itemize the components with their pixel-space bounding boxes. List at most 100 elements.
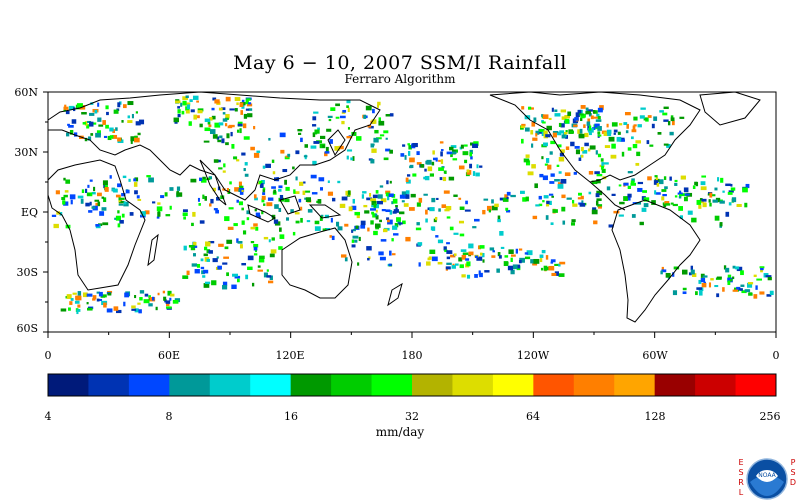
rainfall-pixel (522, 197, 527, 202)
rainfall-pixel (674, 179, 678, 182)
rainfall-pixel (545, 204, 550, 207)
rainfall-pixel (369, 192, 372, 197)
rainfall-pixel (618, 214, 624, 217)
rainfall-pixel (464, 144, 468, 147)
rainfall-pixel (551, 272, 557, 276)
rainfall-pixel (532, 137, 538, 141)
rainfall-pixel (550, 261, 554, 264)
rainfall-pixel (70, 199, 73, 205)
rainfall-pixel (236, 159, 240, 162)
rainfall-pixel (700, 277, 706, 283)
rainfall-pixel (469, 149, 473, 155)
rainfall-pixel (335, 116, 340, 119)
rainfall-pixel (431, 197, 436, 203)
rainfall-pixel (188, 121, 192, 126)
rainfall-pixel (732, 276, 735, 280)
rainfall-pixel (579, 113, 584, 116)
rainfall-pixel (129, 212, 134, 216)
rainfall-pixel (215, 209, 219, 214)
rainfall-pixel (512, 264, 518, 270)
rainfall-pixel (250, 241, 255, 244)
rainfall-pixel (437, 239, 444, 244)
rainfall-pixel (117, 183, 122, 188)
rainfall-pixel (228, 207, 234, 210)
rainfall-pixel (367, 124, 372, 128)
rainfall-pixel (674, 182, 678, 186)
rainfall-pixel (242, 230, 247, 235)
rainfall-pixel (562, 220, 566, 225)
rainfall-pixel (542, 114, 549, 119)
rainfall-pixel (253, 253, 258, 256)
rainfall-pixel (131, 113, 134, 119)
rainfall-pixel (387, 195, 390, 201)
rainfall-pixel (337, 180, 341, 184)
rainfall-pixel (475, 172, 480, 177)
rainfall-pixel (461, 254, 467, 260)
rainfall-pixel (379, 219, 382, 223)
rainfall-pixel (499, 231, 504, 236)
rainfall-pixel (482, 252, 485, 258)
rainfall-pixel (208, 176, 213, 180)
rainfall-pixel (96, 192, 102, 197)
rainfall-pixel (722, 287, 725, 292)
rainfall-pixel (327, 180, 330, 184)
rainfall-pixel (182, 275, 189, 279)
rainfall-pixel (89, 121, 94, 127)
rainfall-pixel (580, 195, 584, 200)
rainfall-pixel (486, 205, 492, 211)
rainfall-pixel (696, 287, 703, 290)
rainfall-pixel (556, 164, 560, 168)
rainfall-pixel (209, 117, 213, 121)
rainfall-pixel (190, 178, 197, 183)
rainfall-pixel (243, 113, 248, 119)
rainfall-pixel (731, 197, 737, 203)
rainfall-pixel (647, 176, 652, 181)
rainfall-pixel (444, 209, 450, 212)
rainfall-pixel (400, 153, 405, 157)
psd-text: PSD (789, 458, 797, 487)
rainfall-pixel (736, 286, 741, 290)
rainfall-pixel (82, 122, 86, 125)
rainfall-pixel (219, 135, 223, 139)
rainfall-pixel (597, 204, 603, 208)
rainfall-pixel (595, 119, 602, 122)
rainfall-pixel (617, 131, 621, 135)
rainfall-pixel (51, 214, 57, 217)
colorbar-tick-16: 16 (284, 410, 298, 423)
rainfall-pixel (580, 114, 585, 119)
colorbar-tick-64: 64 (526, 410, 540, 423)
rainfall-pixel (144, 210, 150, 215)
rainfall-pixel (462, 252, 469, 255)
rainfall-pixel (587, 148, 591, 152)
rainfall-pixel (203, 253, 208, 257)
rainfall-pixel (436, 197, 439, 200)
rainfall-pixel (190, 246, 196, 251)
rainfall-pixel (588, 113, 592, 117)
rainfall-pixel (221, 107, 226, 111)
rainfall-pixel (261, 198, 265, 203)
rainfall-pixel (621, 139, 626, 142)
rainfall-pixel (241, 152, 246, 156)
rainfall-pixel (416, 162, 422, 165)
rainfall-pixel (221, 138, 225, 144)
rainfall-pixel (131, 308, 137, 311)
rainfall-pixel (640, 107, 646, 110)
rainfall-pixel (212, 97, 217, 101)
rainfall-pixel (565, 135, 569, 139)
rainfall-pixel (361, 194, 365, 199)
rainfall-pixel (182, 212, 188, 217)
rainfall-pixel (533, 117, 537, 123)
rainfall-pixel (356, 213, 360, 219)
colorbar-swatch (290, 374, 332, 396)
rainfall-pixel (545, 134, 551, 138)
rainfall-pixel (271, 186, 276, 189)
rainfall-pixel (98, 124, 104, 127)
rainfall-pixel (329, 235, 332, 238)
rainfall-pixel (546, 125, 552, 131)
rainfall-pixel (88, 210, 93, 213)
rainfall-pixel (261, 211, 264, 215)
rainfall-pixel (86, 193, 91, 196)
rainfall-pixel (544, 163, 549, 166)
rainfall-pixel (604, 145, 611, 149)
rainfall-pixel (636, 151, 641, 157)
